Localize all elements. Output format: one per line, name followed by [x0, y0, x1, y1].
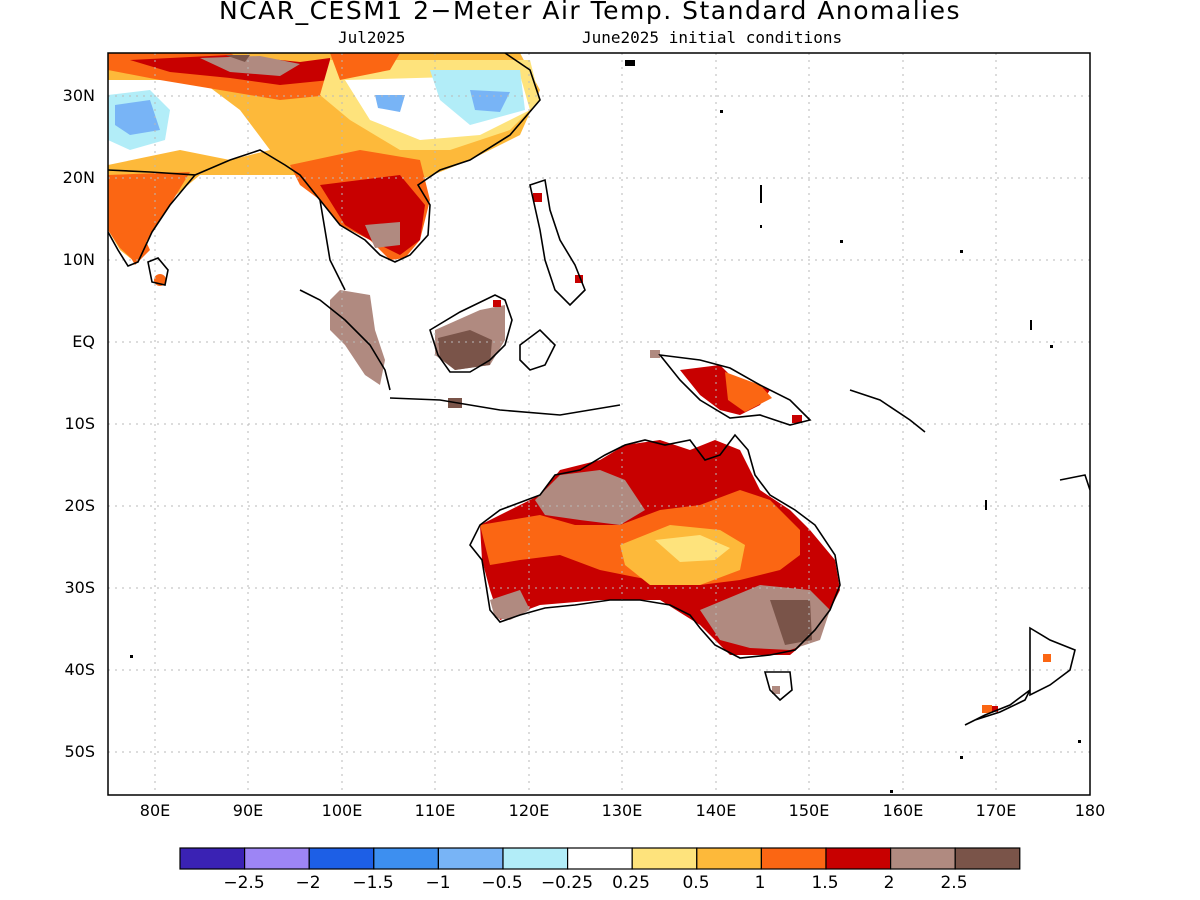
- colorbar-swatch: [437, 847, 504, 870]
- colorbar-swatch: [566, 847, 633, 870]
- colorbar-swatch: [696, 847, 762, 870]
- lat-label-10n: 10N: [62, 250, 95, 269]
- colorbar: [179, 847, 1021, 870]
- lat-label-20n: 20N: [62, 168, 95, 187]
- colorbar-label: −0.25: [540, 873, 594, 893]
- lat-label-40s: 40S: [64, 660, 95, 679]
- colorbar-swatch: [825, 847, 892, 870]
- colorbar-swatch: [179, 847, 246, 870]
- lon-label-80e: 80E: [139, 801, 171, 820]
- map-title: NCAR_CESM1 2−Meter Air Temp. Standard An…: [218, 0, 962, 25]
- colorbar-label: 2.5: [940, 873, 968, 893]
- colorbar-label: −2.5: [223, 873, 265, 893]
- maritime-continent-anomaly: [330, 290, 660, 408]
- colorbar-swatch: [308, 847, 375, 870]
- colorbar-label: −2: [295, 873, 321, 893]
- lon-label-170e: 170E: [975, 801, 1017, 820]
- colorbar-label: 0.5: [682, 873, 710, 893]
- lon-label-100e: 100E: [321, 801, 363, 820]
- colorbar-swatch: [760, 847, 827, 870]
- lon-label-120e: 120E: [508, 801, 550, 820]
- colorbar-swatch: [954, 847, 1021, 870]
- lon-label-160e: 160E: [882, 801, 924, 820]
- colorbar-label: −1: [425, 873, 451, 893]
- map-frame: [107, 52, 1091, 796]
- lat-label-50s: 50S: [64, 742, 95, 761]
- new-guinea-anomaly: [680, 365, 802, 423]
- china-anomaly: [320, 53, 540, 150]
- map-content: [108, 53, 1090, 795]
- colorbar-swatch: [373, 847, 439, 870]
- lon-label-180: 180: [1074, 801, 1106, 820]
- colorbar-label: −0.5: [481, 873, 523, 893]
- colorbar-swatch: [502, 847, 569, 870]
- colorbar-swatch: [631, 847, 698, 870]
- initial-conditions: June2025 initial conditions: [582, 28, 843, 47]
- lon-label-90e: 90E: [232, 801, 264, 820]
- colorbar-swatch: [889, 847, 956, 870]
- graticule: [108, 53, 1090, 795]
- lat-label-10s: 10S: [64, 414, 95, 433]
- lat-label-20s: 20S: [64, 496, 95, 515]
- colorbar-label: −1.5: [352, 873, 394, 893]
- lat-label-eq: EQ: [72, 332, 95, 351]
- australia-anomaly: [480, 440, 1051, 713]
- lon-label-150e: 150E: [788, 801, 830, 820]
- coastlines: [108, 53, 1090, 726]
- forecast-month: Jul2025: [338, 28, 406, 47]
- islands: [130, 60, 1081, 793]
- colorbar-label: 1: [754, 873, 766, 893]
- colorbar-label: 1.5: [811, 873, 839, 893]
- lat-label-30n: 30N: [62, 86, 95, 105]
- lon-label-140e: 140E: [695, 801, 737, 820]
- colorbar-label: 2: [883, 873, 895, 893]
- colorbar-swatch: [244, 847, 310, 870]
- lat-label-30s: 30S: [64, 578, 95, 597]
- colorbar-label: 0.25: [612, 873, 650, 893]
- lon-label-130e: 130E: [601, 801, 643, 820]
- lon-label-110e: 110E: [414, 801, 456, 820]
